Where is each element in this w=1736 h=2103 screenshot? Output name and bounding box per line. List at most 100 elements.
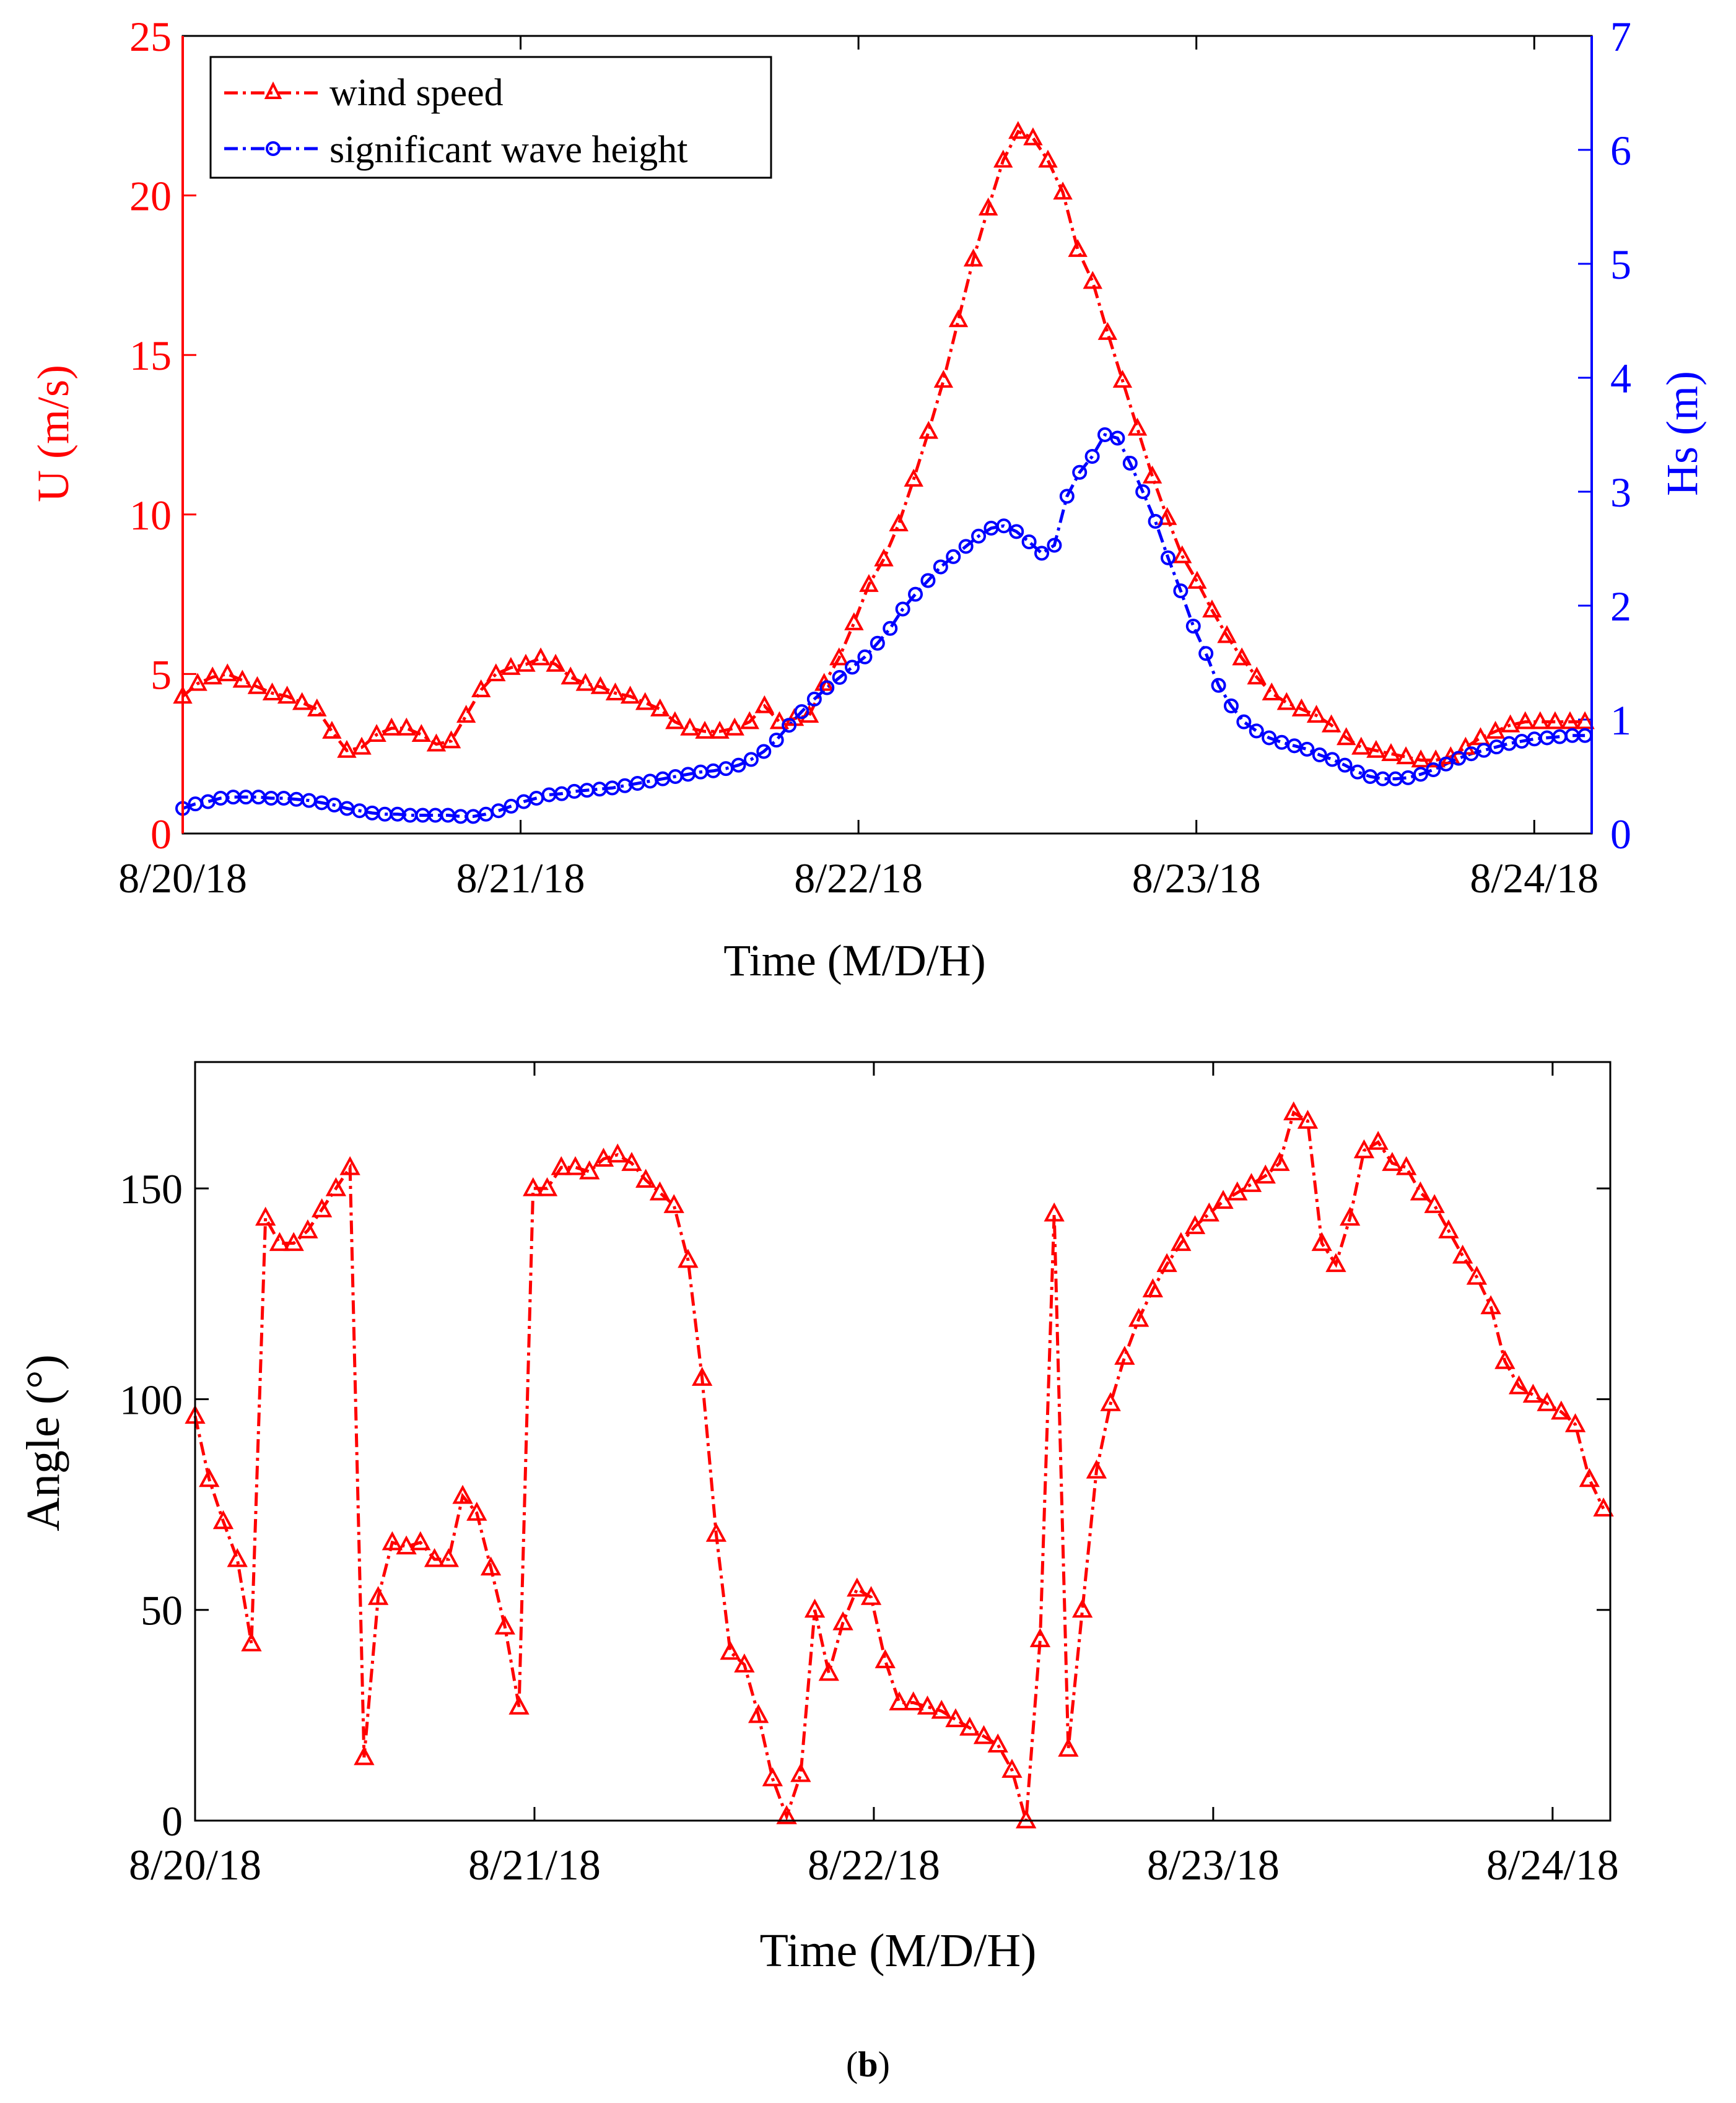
angle-point (705, 1523, 727, 1542)
angle-point (1522, 1383, 1544, 1403)
wave-height-point (642, 773, 658, 789)
wave-height-point (1236, 714, 1252, 729)
wave-height-point (870, 635, 885, 651)
top-y-tick-label: 0 (150, 811, 172, 858)
angle-point (1114, 1346, 1135, 1365)
bottom-y-axis-label: Angle (°) (17, 1354, 69, 1531)
angle-point (649, 1181, 671, 1201)
wind-speed-point (874, 548, 894, 567)
angle-point (678, 1248, 699, 1268)
top-y-axis-label: U (m/s) (28, 365, 78, 502)
angle-point (1410, 1181, 1431, 1201)
top-y-right-tick-label: 5 (1610, 241, 1631, 288)
wave-height-point (895, 601, 910, 617)
wave-height-point (1262, 730, 1277, 746)
angle-point (889, 1691, 910, 1710)
wind-speed-point (1247, 666, 1267, 685)
angle-point (1156, 1253, 1177, 1273)
wind-speed-point (889, 513, 909, 532)
top-right-tick-labels: 0 1 2 3 4 5 6 7 (1610, 13, 1631, 858)
wind-speed-point (322, 720, 342, 739)
wind-speed-point (337, 739, 357, 758)
wind-speed-point (247, 676, 268, 694)
wave-height-point (1325, 752, 1340, 767)
wind-speed-point (1202, 599, 1222, 618)
bottom-x-tick-label: 8/20/18 (129, 1842, 261, 1889)
wind-speed-point (292, 692, 312, 710)
angle-point (536, 1177, 558, 1196)
top-y-right-tick-label: 0 (1610, 811, 1631, 858)
wind-speed-point (665, 711, 685, 729)
angle-point (1508, 1375, 1530, 1395)
angle-point (1016, 1809, 1037, 1829)
wind-speed-point (859, 573, 879, 592)
wind-speed-point (426, 733, 447, 752)
wind-speed-point (486, 663, 506, 682)
top-y-tick-label: 10 (129, 492, 172, 539)
wind-speed-point (1321, 714, 1341, 733)
wind-speed-point (1262, 682, 1281, 701)
wave-height-point (1312, 747, 1327, 763)
bottom-x-tick-label: 8/22/18 (808, 1842, 940, 1889)
wind-speed-markers (173, 121, 1595, 768)
wave-height-point (1451, 751, 1467, 766)
wave-height-point (1426, 762, 1441, 777)
angle-point (875, 1649, 896, 1668)
angle-point (1382, 1152, 1403, 1171)
legend: wind speed significant wave height (209, 56, 772, 179)
angle-point (480, 1556, 502, 1576)
bottom-x-tick-label: 8/24/18 (1486, 1842, 1619, 1889)
wind-speed-point (1485, 720, 1506, 739)
angle-point (1071, 1598, 1093, 1618)
angle-point (860, 1586, 882, 1605)
angle-point (1142, 1278, 1164, 1297)
legend-wind-marker (264, 81, 282, 99)
angle-point (1283, 1101, 1304, 1121)
angle-point (1171, 1232, 1192, 1252)
angle-point (847, 1577, 868, 1597)
wave-height-point (756, 744, 772, 759)
wave-height-point (731, 757, 746, 773)
wind-speed-point (560, 666, 580, 685)
top-x-tick-labels: 8/20/18 8/21/18 8/22/18 8/23/18 8/24/18 (118, 855, 1599, 902)
wind-speed-point (620, 686, 640, 704)
wind-speed-point (650, 698, 670, 716)
angle-point (466, 1502, 487, 1521)
wave-height-point (1211, 677, 1226, 693)
wind-speed-point (575, 673, 596, 691)
wind-speed-line (181, 129, 1586, 762)
angle-point (1198, 1202, 1219, 1222)
angle-point (367, 1586, 389, 1605)
angle-point (508, 1696, 530, 1715)
wind-speed-point (754, 695, 775, 713)
wind-speed-point (188, 673, 207, 691)
wind-speed-point (904, 468, 923, 487)
angle-point (452, 1484, 473, 1504)
wave-height-point (1047, 538, 1062, 553)
wind-speed-point (367, 724, 386, 742)
angle-point (1579, 1468, 1600, 1487)
angle-point (227, 1548, 248, 1567)
angle-point (1494, 1350, 1516, 1369)
wind-speed-point (411, 724, 432, 742)
bottom-y-tick-labels: 0 50 100 150 (120, 1165, 183, 1845)
top-y-right-axis-label: Hs (m) (1657, 371, 1707, 496)
wave-height-point (1084, 448, 1100, 464)
wind-speed-point (382, 717, 401, 736)
angle-point (382, 1531, 403, 1551)
bottom-x-tick-label: 8/21/18 (468, 1842, 601, 1889)
wind-speed-point (1411, 749, 1431, 768)
top-x-tick-label: 8/22/18 (794, 855, 923, 902)
wave-height-point (1185, 619, 1201, 634)
wind-speed-point (978, 198, 998, 216)
wave-height-point (1198, 646, 1214, 661)
wave-height-point (1337, 757, 1353, 773)
wind-speed-point (1366, 739, 1386, 758)
angle-point (1086, 1459, 1107, 1479)
wave-height-point (1350, 764, 1365, 780)
angle-point (1367, 1131, 1389, 1150)
angle-point (1297, 1110, 1319, 1129)
bottom-y-tick-label: 150 (120, 1165, 183, 1213)
wind-wave-chart: 8/20/18 8/21/18 8/22/18 8/23/18 8/24/18 0 5 10… (28, 13, 1707, 985)
angle-point (1340, 1206, 1361, 1226)
